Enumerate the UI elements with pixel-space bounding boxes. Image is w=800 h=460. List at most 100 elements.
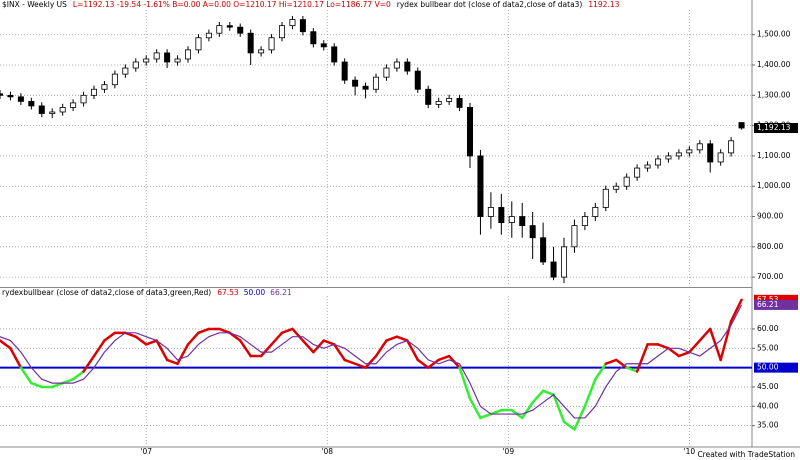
value-box [754,299,798,310]
signal-segment [625,366,639,373]
signal-segment [301,339,315,354]
signal-segment [19,366,33,385]
candle-body [571,225,578,248]
footer: Created with TradeStation [697,450,795,459]
signal-segment [489,408,503,416]
candle-body [393,61,400,69]
candle-body [226,25,233,28]
candle-body [132,61,139,69]
signal-segment [520,401,534,420]
candle-body [49,111,56,114]
last-price-box [754,123,798,134]
signal-segment [270,331,284,346]
signal-segment [729,298,743,323]
candle-body [38,105,45,114]
candle-body [122,67,129,75]
study: rydex bullbear dot (close of data2,close… [397,0,583,9]
signal-segment [103,331,117,342]
signal-segment [677,350,691,358]
quote: L=1192.13 -19.54 -1.61% B=0.00 A=0.00 O=… [73,0,391,9]
y-tick-label: 1,100.00 [757,151,791,160]
y-tick-label: 1,000.00 [757,181,791,190]
signal-segment [562,420,576,431]
legend-value: 50.00 [244,288,266,297]
candle-body [28,100,35,107]
candle-body [613,185,620,190]
signal-segment [395,335,409,342]
signal-segment [583,377,597,408]
candle-body [153,52,160,60]
signal-segment [259,343,273,358]
candle-body [602,188,609,208]
candle-body [477,155,484,217]
y-tick-label: 1,300.00 [757,90,791,99]
y-tick-label: 55.00 [757,343,779,352]
candle-body [216,25,223,34]
candle-body [90,88,98,96]
candle-body [560,246,568,278]
signal-segment [667,347,681,358]
signal-segment [541,389,555,396]
signal-segment [322,339,336,346]
signal-segment [197,327,211,335]
candle-body [446,97,453,102]
signal-segment [406,339,420,362]
candle-body [59,107,66,113]
signal-segment [61,377,75,385]
signal-segment [280,327,294,335]
candle-body [623,176,630,187]
symbol: $INX - Weekly US [2,0,67,9]
candle-body [289,19,296,27]
signal-segment [385,335,399,342]
candle-body [247,32,254,54]
candle-body [7,94,14,98]
signal-segment [479,412,493,420]
signal-segment [50,381,64,389]
signal-segment [291,327,305,342]
candle-body [654,158,662,166]
signal-segment [531,389,545,404]
candle-body [529,225,536,239]
signal-segment [144,339,158,346]
candle-body [299,19,306,33]
candle-body [195,37,202,51]
signal-segment [353,362,367,369]
y-tick-label: 1,500.00 [757,30,791,39]
candle-body [70,102,77,108]
candle-body [404,61,411,72]
signal-segment [71,370,85,381]
signal-segment [698,327,712,342]
candle-body [0,93,4,96]
candle-body [331,46,338,63]
candle-body [686,149,693,154]
y-tick-label: 900.00 [757,212,783,221]
legend-value: 67.53 [217,288,239,297]
y-tick-label: 800.00 [757,242,783,251]
signal-segment [124,331,138,338]
panel: 700.00800.00900.001,000.001,100.001,200.… [0,10,798,285]
signal-segment [458,366,472,400]
candle-body [456,97,463,108]
y-tick-label: 700.00 [757,272,783,281]
legend-value: 66.21 [270,288,292,297]
signal-segment [9,347,23,369]
signal-segment [437,354,451,362]
x-tick-label: '07 [140,447,152,456]
candle-body [174,58,181,63]
candle-body [414,70,421,90]
signal-segment [656,343,670,350]
candle-body [508,216,515,223]
signal-segment [228,331,242,342]
indicator-title: rydexbullbear (close of data2,close of d… [2,288,211,297]
candle-body [17,96,24,102]
candle-body [362,85,369,90]
value-box-label: 50.00 [757,363,779,372]
candle-body [665,155,672,160]
signal-segment [165,358,179,366]
signal-segment [218,327,232,335]
candle-body [592,207,599,217]
signal-segment [176,343,190,366]
candle-body [707,143,714,163]
signal-segment [604,358,618,366]
